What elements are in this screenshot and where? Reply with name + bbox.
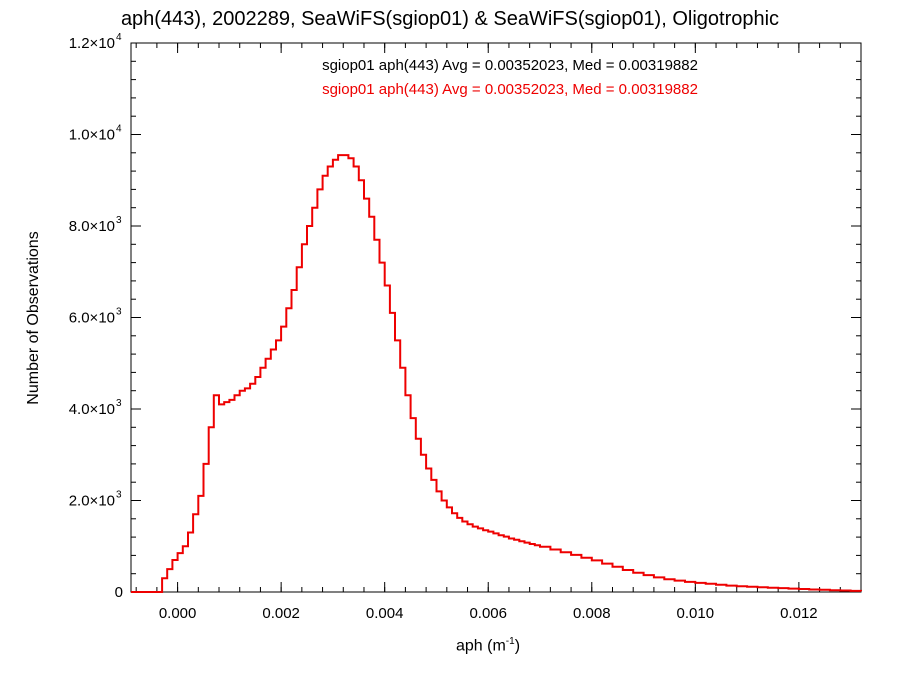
histogram-series-line xyxy=(131,154,862,593)
x-axis-label-text: aph (m xyxy=(455,637,506,655)
annotation-black: sgiop01 aph(443) Avg = 0.00352023, Med =… xyxy=(322,57,698,74)
y-tick-label: 0 xyxy=(115,584,123,601)
x-tick-label: 0.012 xyxy=(780,605,818,622)
x-axis-label-close: ) xyxy=(514,637,521,655)
x-tick-label: 0.000 xyxy=(159,605,197,622)
y-tick-label: 4.0×10 xyxy=(69,401,115,418)
y-tick-label: 1.0×10 xyxy=(69,127,115,144)
y-tick-exponent: 4 xyxy=(116,124,122,135)
y-tick-exponent: 4 xyxy=(116,32,122,43)
x-tick-label: 0.004 xyxy=(366,605,404,622)
y-tick-exponent: 3 xyxy=(116,490,122,501)
y-tick-label: 1.2×10 xyxy=(69,35,115,52)
x-tick-label: 0.006 xyxy=(469,605,507,622)
y-tick-exponent: 3 xyxy=(116,307,122,318)
plot-frame xyxy=(130,42,862,593)
x-tick-label: 0.010 xyxy=(677,605,715,622)
y-tick-label: 8.0×10 xyxy=(69,218,115,235)
y-axis-label: Number of Observations xyxy=(25,231,42,405)
annotation-red: sgiop01 aph(443) Avg = 0.00352023, Med =… xyxy=(322,81,698,98)
y-tick-exponent: 3 xyxy=(116,215,122,226)
y-tick-exponent: 3 xyxy=(116,398,122,409)
y-tick-label: 6.0×10 xyxy=(69,310,115,327)
x-tick-label: 0.002 xyxy=(262,605,300,622)
x-axis-label-exponent: -1 xyxy=(505,636,515,647)
axis-tick-labels: 0.000 0.002 0.004 0.006 0.008 0.010 0.012 0 2.0×… xyxy=(69,32,818,622)
x-tick-label: 0.008 xyxy=(573,605,611,622)
y-tick-label: 2.0×10 xyxy=(69,493,115,510)
axis-ticks xyxy=(131,42,862,593)
x-axis-label: aph (m-1) xyxy=(456,636,520,655)
chart-title: aph(443), 2002289, SeaWiFS(sgiop01) & Se… xyxy=(120,8,780,30)
